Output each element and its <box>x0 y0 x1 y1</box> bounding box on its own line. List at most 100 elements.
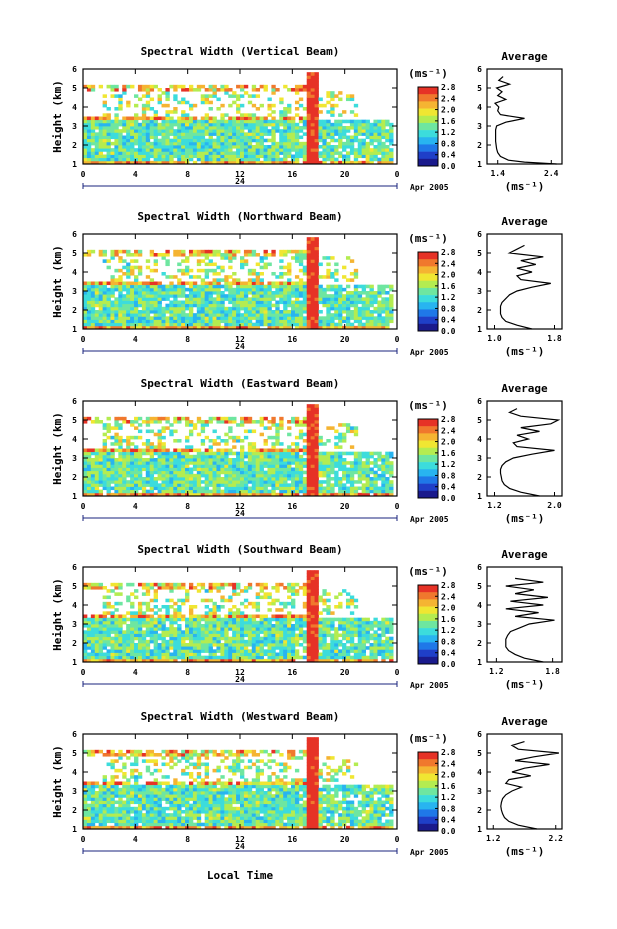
heatmap-cell <box>271 435 276 440</box>
heatmap-cell <box>342 265 347 270</box>
heatmap-cell <box>161 646 166 650</box>
heatmap-cell <box>94 451 100 456</box>
heatmap-cell <box>275 429 280 434</box>
heatmap-cell <box>263 319 268 324</box>
heatmap-cell <box>271 303 276 308</box>
heatmap-cell <box>314 287 319 292</box>
heatmap-cell <box>204 589 210 593</box>
heatmap-cell <box>181 151 186 155</box>
heatmap-cell <box>369 319 374 324</box>
heatmap-cell <box>228 103 233 108</box>
heatmap-cell <box>208 416 213 421</box>
heatmap-cell <box>326 306 331 311</box>
heatmap-cell <box>251 325 257 330</box>
heatmap-cell <box>263 316 268 320</box>
heatmap-cell <box>114 157 119 162</box>
heatmap-cell <box>126 595 131 600</box>
heatmap-cell <box>98 151 104 155</box>
heatmap-cell <box>185 100 190 105</box>
heatmap-cell <box>86 116 92 121</box>
heatmap-cell <box>102 483 107 487</box>
heatmap-cell <box>259 160 264 165</box>
heatmap-cell <box>310 135 315 140</box>
heatmap-cell <box>106 426 111 430</box>
heatmap-cell <box>220 103 225 108</box>
heatmap-cell <box>126 483 131 487</box>
heatmap-cell <box>212 319 217 324</box>
heatmap-cell <box>275 461 280 465</box>
heatmap-cell <box>141 483 147 487</box>
heatmap-cell <box>243 310 249 314</box>
heatmap-cell <box>181 154 186 159</box>
heatmap-cell <box>365 325 370 330</box>
heatmap-cell <box>251 420 257 424</box>
heatmap-cell <box>314 306 319 311</box>
heatmap-cell <box>310 148 315 152</box>
heatmap-cell <box>314 246 319 251</box>
heatmap-cell <box>102 467 107 472</box>
heatmap-cell <box>86 639 92 644</box>
heatmap-cell <box>318 300 323 305</box>
heatmap-cell <box>173 461 178 465</box>
heatmap-cell <box>90 129 96 133</box>
heatmap-cell <box>259 138 264 143</box>
heatmap-cell <box>145 88 151 92</box>
heatmap-cell <box>98 614 104 619</box>
x-tick-label: 20 <box>340 502 350 511</box>
heatmap-cell <box>161 297 166 301</box>
heatmap-cell <box>165 157 170 162</box>
heatmap-cell <box>102 432 107 437</box>
heatmap-cell <box>259 284 264 289</box>
heatmap-cell <box>169 458 174 462</box>
heatmap-cell <box>298 262 304 267</box>
heatmap-cell <box>134 141 139 146</box>
heatmap-cell <box>314 160 319 165</box>
heatmap-cell <box>149 129 155 133</box>
heatmap-cell <box>173 639 178 644</box>
heatmap-cell <box>345 480 351 484</box>
heatmap-cell <box>173 160 178 165</box>
heatmap-cell <box>169 655 174 660</box>
heatmap-cell <box>137 643 143 647</box>
heatmap-cell <box>122 303 127 308</box>
heatmap-cell <box>169 470 174 475</box>
heatmap-cell <box>122 633 127 638</box>
heatmap-cell <box>259 126 264 130</box>
heatmap-cell <box>192 129 198 133</box>
heatmap-cell <box>247 325 253 330</box>
average-line <box>493 76 557 165</box>
heatmap-cell <box>130 265 135 270</box>
heatmap-cell <box>86 322 92 327</box>
heatmap-cell <box>298 135 304 140</box>
heatmap-cell <box>345 306 351 311</box>
heatmap-cell <box>385 145 390 149</box>
heatmap-cell <box>240 284 245 289</box>
heatmap-cell <box>161 154 166 159</box>
heatmap-cell <box>145 287 151 292</box>
heatmap-cell <box>263 303 268 308</box>
heatmap-cell <box>149 284 155 289</box>
heatmap-cell <box>314 319 319 324</box>
heatmap-cell <box>102 611 107 615</box>
heatmap-cell <box>200 94 206 98</box>
heatmap-cell <box>302 119 308 124</box>
heatmap-cell <box>228 129 233 133</box>
heatmap-cell <box>181 88 186 92</box>
heatmap-cell <box>204 145 210 149</box>
heatmap-cell <box>267 319 272 324</box>
heatmap-cell <box>102 145 107 149</box>
heatmap-cell <box>137 313 143 317</box>
heatmap-cell <box>373 322 378 327</box>
heatmap-cell <box>224 126 229 130</box>
heatmap-cell <box>118 325 123 330</box>
heatmap-cell <box>373 306 378 311</box>
heatmap-cell <box>381 477 386 481</box>
heatmap-cell <box>357 284 363 289</box>
heatmap-cell <box>106 630 111 634</box>
heatmap-cell <box>251 148 257 152</box>
heatmap-cell <box>141 310 147 314</box>
heatmap-cell <box>283 325 288 330</box>
heatmap-cell <box>243 435 249 440</box>
heatmap-cell <box>318 454 323 459</box>
heatmap-cell <box>365 297 370 301</box>
